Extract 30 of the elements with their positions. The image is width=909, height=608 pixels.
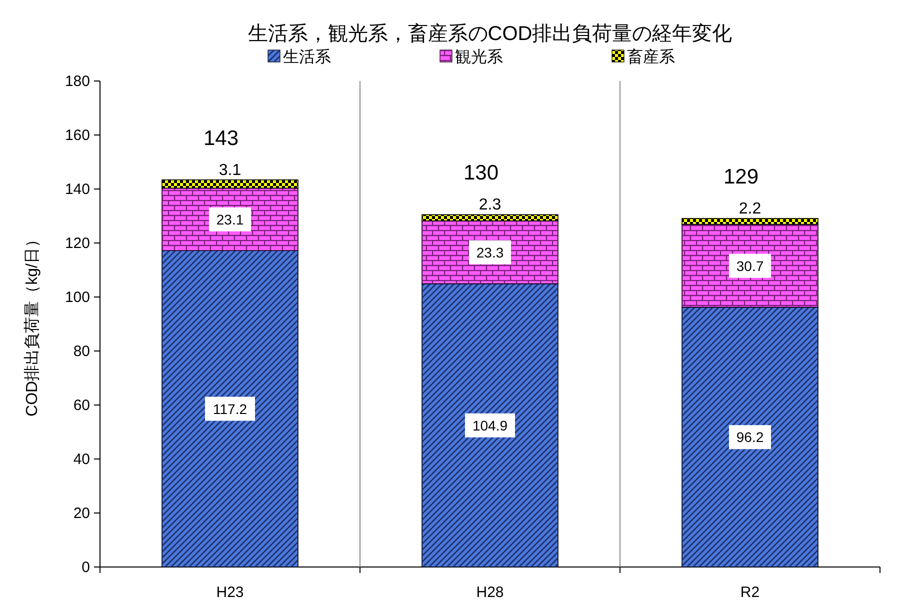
y-tick-label: 140 [64,181,90,198]
chart-title: 生活系，観光系，畜産系のCOD排出負荷量の経年変化 [248,22,732,45]
x-tick-label: R2 [740,584,760,601]
data-label: 2.2 [738,200,762,218]
legend-label: 観光系 [455,48,503,66]
y-tick-label: 80 [73,343,90,360]
legend-label: 生活系 [283,48,331,66]
total-label: 129 [723,165,759,188]
y-axis-title: COD排出負荷量（kg/日） [23,232,41,416]
y-tick-label: 20 [73,505,90,522]
y-tick-label: 120 [64,235,90,252]
y-tick-label: 60 [73,397,90,414]
total-label: 143 [203,126,239,150]
x-tick-label: H28 [476,584,504,601]
y-tick-label: 40 [73,451,90,468]
data-label: 30.7 [736,258,764,274]
y-tick-label: 180 [64,73,90,90]
x-tick-label: H23 [216,584,244,601]
data-label: 96.2 [736,429,764,446]
data-label: 23.1 [216,211,244,228]
y-tick-label: 100 [64,289,90,306]
data-label: 117.2 [213,400,248,417]
data-label: 104.9 [472,417,508,434]
data-label: 2.3 [478,196,502,214]
data-label: 23.3 [476,244,504,260]
y-tick-label: 0 [82,559,90,576]
y-tick-label: 160 [64,127,90,144]
legend-label: 畜産系 [627,48,675,66]
total-label: 130 [463,162,499,185]
data-label: 3.1 [218,162,242,179]
